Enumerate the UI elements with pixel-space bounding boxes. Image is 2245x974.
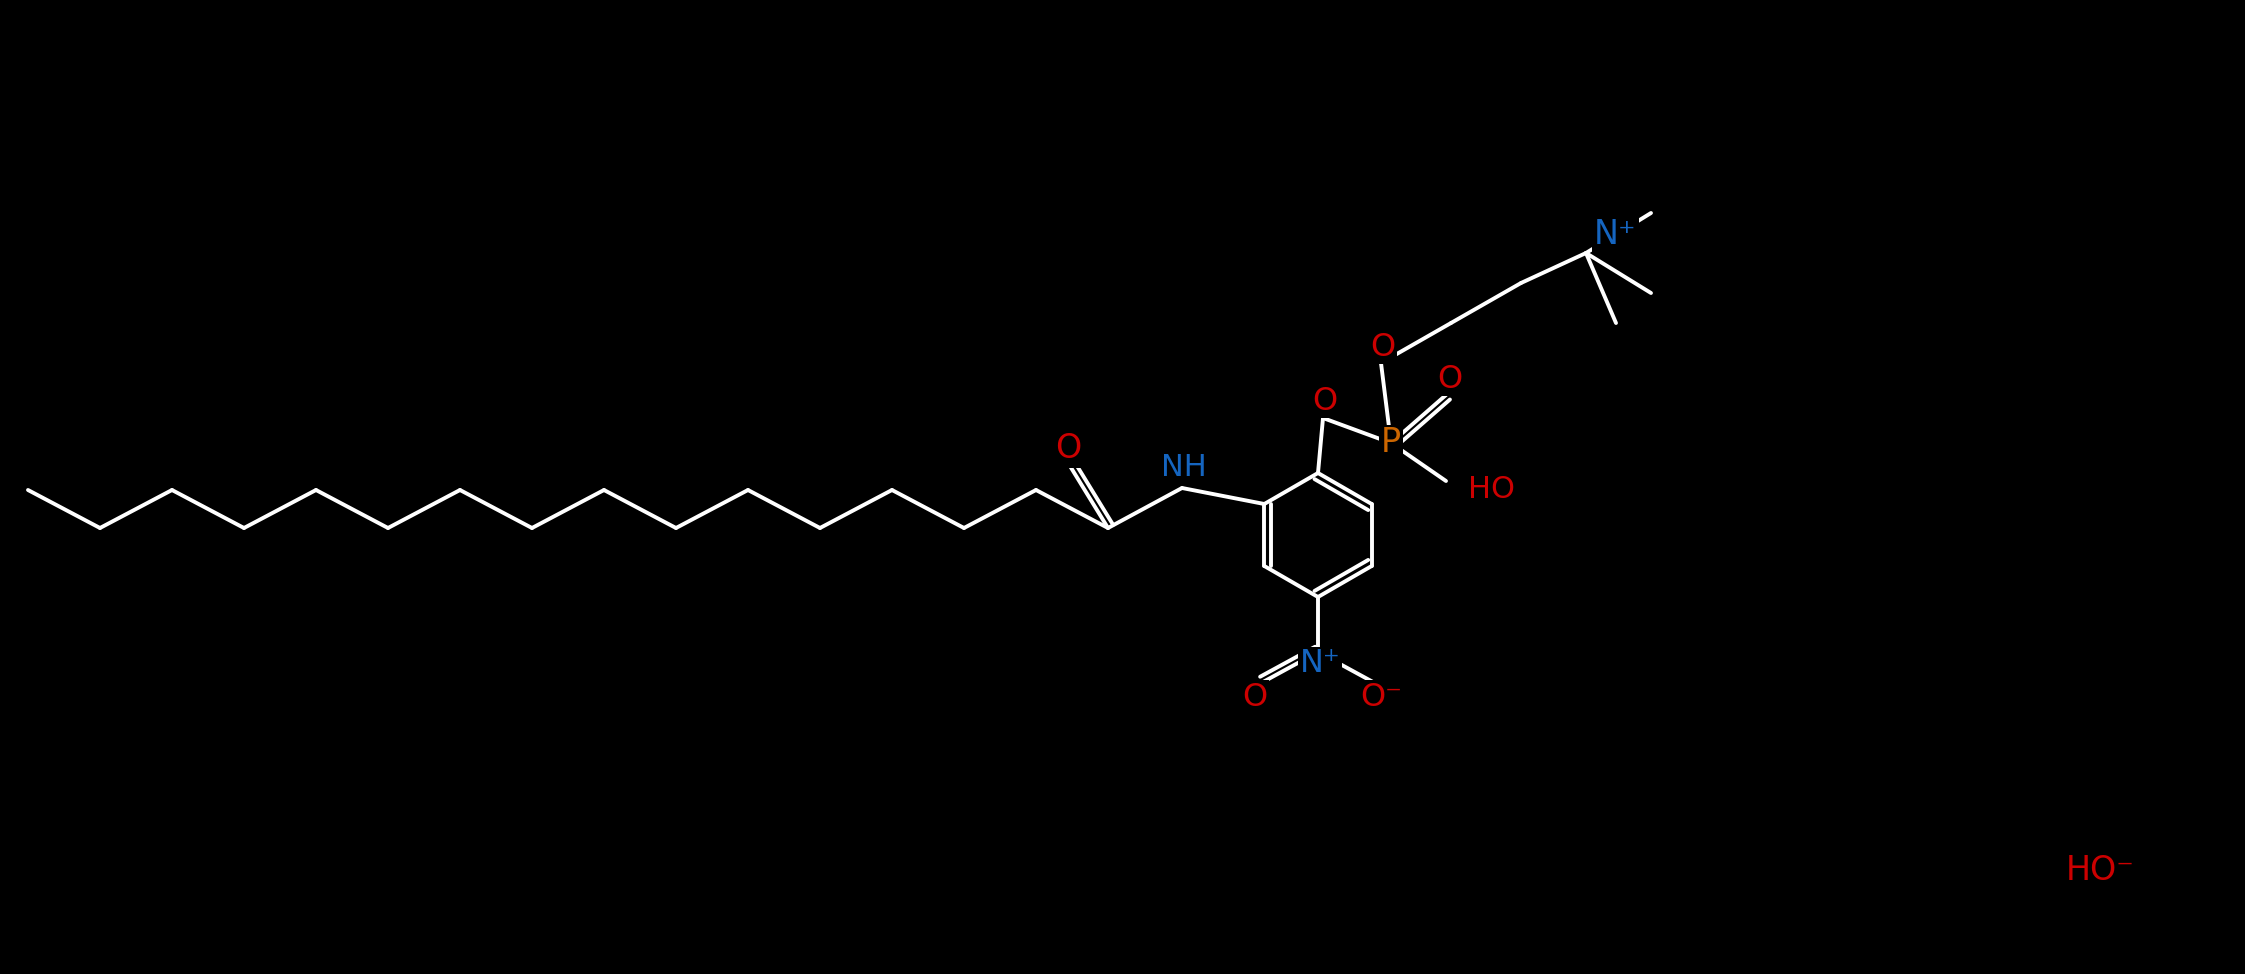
Text: O: O — [1055, 432, 1082, 466]
Text: O: O — [1369, 331, 1396, 362]
Text: NH: NH — [1161, 454, 1208, 482]
Text: HO: HO — [1468, 474, 1515, 504]
Text: O: O — [1437, 363, 1461, 394]
Text: N⁺: N⁺ — [1300, 649, 1340, 680]
Text: P: P — [1381, 427, 1401, 460]
Text: N⁺: N⁺ — [1594, 218, 1637, 251]
Text: HO⁻: HO⁻ — [2065, 853, 2135, 886]
Text: O: O — [1241, 682, 1268, 713]
Text: O: O — [1313, 386, 1338, 417]
Text: O⁻: O⁻ — [1360, 682, 1401, 713]
